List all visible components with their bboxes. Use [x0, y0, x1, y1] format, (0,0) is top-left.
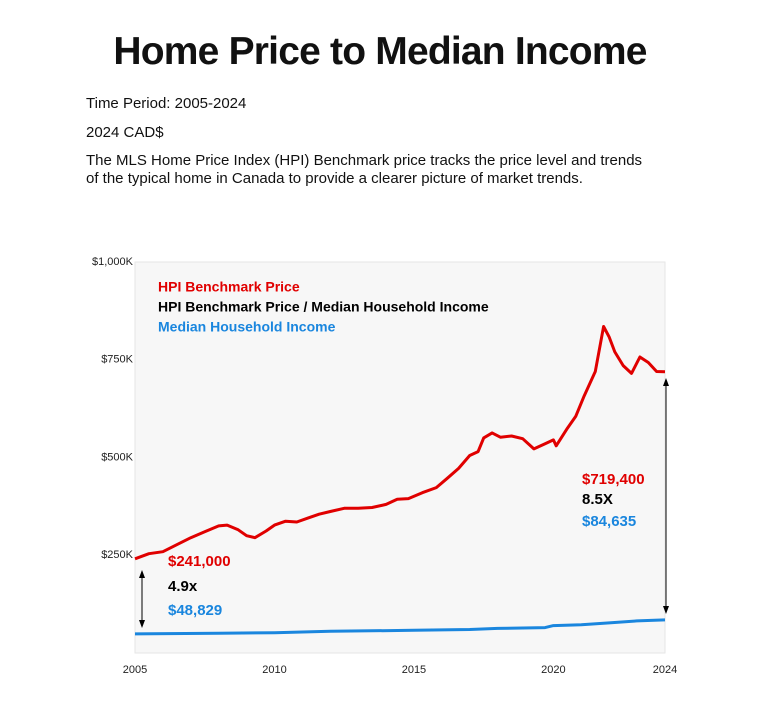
legend-entry: Median Household Income	[158, 319, 336, 335]
x-tick-label: 2024	[653, 664, 677, 676]
y-tick-label: $1,000K	[92, 256, 134, 268]
end-label: $84,635	[582, 513, 636, 530]
x-tick-label: 2015	[402, 664, 426, 676]
start-label: $48,829	[168, 602, 222, 619]
legend-entry: HPI Benchmark Price / Median Household I…	[158, 299, 489, 315]
end-label: $719,400	[582, 471, 645, 488]
description: The MLS Home Price Index (HPI) Benchmark…	[86, 152, 643, 187]
y-tick-label: $500K	[101, 451, 133, 463]
x-tick-label: 2005	[123, 664, 147, 676]
start-label: 4.9x	[168, 578, 198, 595]
legend-entry: HPI Benchmark Price	[158, 279, 300, 295]
plot-area	[134, 261, 666, 654]
start-label: $241,000	[168, 553, 231, 570]
y-tick-label: $750K	[101, 354, 133, 366]
currency: 2024 CAD$	[86, 124, 164, 141]
y-tick-label: $250K	[101, 549, 133, 561]
end-label: 8.5X	[582, 491, 613, 508]
title: Home Price to Median Income	[113, 30, 647, 73]
x-tick-label: 2020	[541, 664, 565, 676]
x-tick-label: 2010	[262, 664, 286, 676]
period: Time Period: 2005-2024	[86, 95, 247, 112]
series-line	[134, 325, 666, 561]
series-line	[134, 618, 666, 636]
